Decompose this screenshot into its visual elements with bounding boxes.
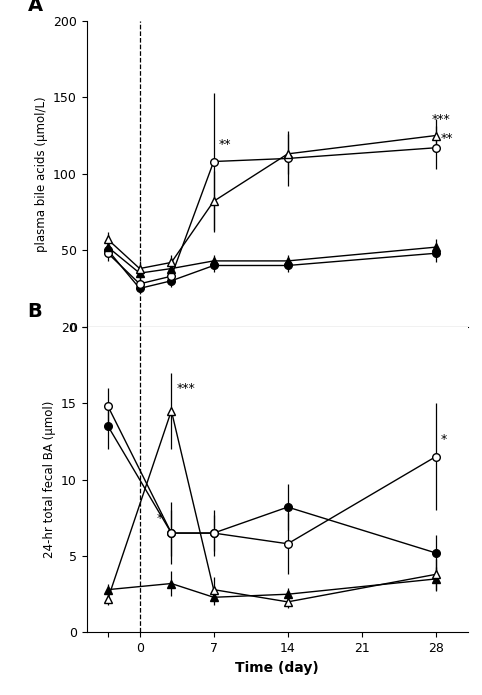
Legend: SD-SHAM, SD-RYGB, ZDF-SHAM, ZDF-RYGB: SD-SHAM, SD-RYGB, ZDF-SHAM, ZDF-RYGB bbox=[375, 432, 462, 480]
Text: **: ** bbox=[441, 131, 454, 145]
Y-axis label: 24-hr total fecal BA (μmol): 24-hr total fecal BA (μmol) bbox=[42, 401, 55, 558]
Text: *: * bbox=[157, 512, 163, 525]
X-axis label: Time (day): Time (day) bbox=[235, 661, 319, 675]
Text: A: A bbox=[28, 0, 43, 15]
Text: **: ** bbox=[219, 138, 231, 151]
Text: ***: *** bbox=[432, 113, 451, 126]
Text: ***: *** bbox=[177, 382, 195, 395]
Text: *: * bbox=[441, 433, 447, 446]
Text: B: B bbox=[28, 302, 42, 320]
Y-axis label: plasma bile acids (μmol/L): plasma bile acids (μmol/L) bbox=[35, 96, 48, 252]
